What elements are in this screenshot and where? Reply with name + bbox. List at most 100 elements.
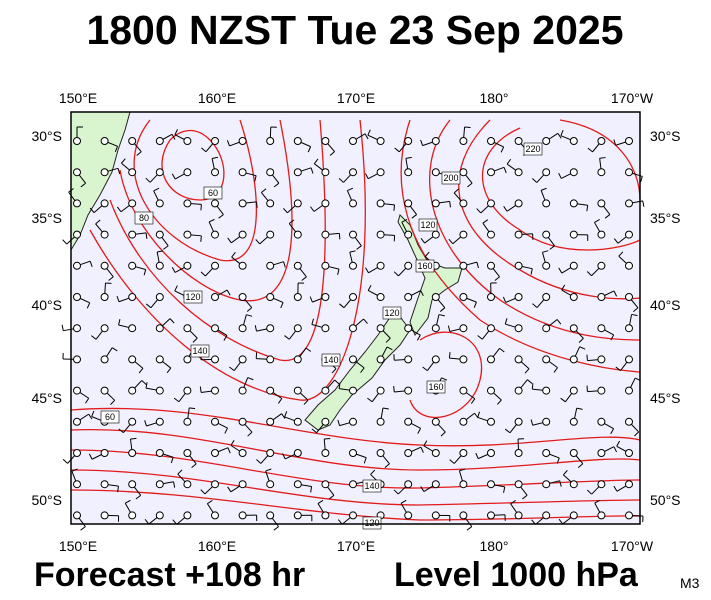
- wind-barb-feather: [111, 347, 118, 352]
- wind-barb-feather: [364, 173, 369, 179]
- station: [597, 355, 606, 364]
- station: [211, 355, 219, 364]
- contour-label: 220: [525, 144, 540, 154]
- lat-label-left: 35°S: [31, 210, 62, 226]
- wind-barb-feather: [317, 499, 324, 504]
- station: [431, 324, 440, 333]
- station: [404, 324, 413, 333]
- wind-barb-feather: [556, 319, 562, 325]
- wind-barb-feather: [177, 469, 183, 475]
- station: [321, 230, 330, 239]
- station: [459, 168, 468, 177]
- station: [211, 386, 219, 395]
- contour-label: 140: [192, 346, 207, 356]
- station: [155, 386, 164, 395]
- wind-barb-feather: [227, 237, 232, 244]
- wind-barb-feather: [247, 431, 253, 437]
- station: [238, 137, 247, 145]
- wind-barb-feather: [423, 440, 428, 447]
- contour-label-box: [321, 353, 341, 367]
- station: [487, 293, 495, 301]
- station: [238, 511, 247, 520]
- wind-barb-feather: [338, 382, 341, 389]
- contour-label: 60: [208, 188, 218, 198]
- contour-label-box: [190, 344, 210, 358]
- station: [459, 137, 468, 145]
- station: [183, 137, 192, 145]
- wind-barb-feather: [88, 413, 93, 420]
- station: [73, 293, 81, 301]
- wind-barb-feather: [334, 379, 340, 385]
- wind-barb-feather: [441, 377, 448, 381]
- station: [73, 261, 81, 270]
- station: [487, 480, 495, 489]
- wind-barb-feather: [282, 453, 286, 460]
- wind-barb-feather: [558, 267, 563, 274]
- station: [487, 137, 495, 145]
- wind-barb-feather: [145, 303, 152, 309]
- wind-barb-feather: [604, 214, 611, 219]
- station: [128, 293, 137, 301]
- wind-barb-feather: [246, 307, 253, 312]
- station: [514, 511, 523, 520]
- contour-label: 200: [443, 173, 458, 183]
- station: [431, 137, 440, 145]
- wind-barb-feather: [420, 237, 426, 244]
- station: [514, 386, 523, 395]
- wind-barb-feather: [540, 187, 547, 191]
- station: [569, 449, 578, 457]
- wind-barb-feather: [532, 178, 538, 183]
- wind-barb-feather: [200, 489, 206, 495]
- station: [376, 137, 385, 145]
- wind-barb-feather: [504, 428, 511, 434]
- wind-barb-feather: [189, 407, 196, 410]
- wind-barb-feather: [95, 219, 101, 225]
- wind-barb-feather: [143, 269, 147, 276]
- wind-barb-feather: [401, 218, 408, 223]
- wind-barb-feather: [261, 188, 267, 193]
- title: 1800 NZST Tue 23 Sep 2025: [86, 7, 623, 53]
- station: [73, 137, 81, 145]
- station: [404, 355, 413, 364]
- station: [321, 168, 330, 177]
- lon-label-top: 180°: [480, 90, 509, 106]
- wind-barb-feather: [307, 146, 312, 153]
- station: [542, 480, 551, 489]
- wind-barb-feather: [530, 268, 533, 275]
- station: [459, 386, 468, 395]
- lon-label-top: 170°E: [337, 90, 375, 106]
- station: [542, 230, 551, 239]
- station: [293, 417, 302, 426]
- station: [376, 386, 385, 395]
- wind-barb-feather: [448, 352, 451, 359]
- wind-barb-feather: [510, 500, 516, 505]
- wind-barb-feather: [476, 262, 479, 269]
- wind-barb-feather: [594, 499, 601, 504]
- wind-barb-feather: [89, 261, 93, 268]
- station: [155, 230, 164, 239]
- wind-barb-feather: [615, 366, 621, 371]
- station: [321, 480, 330, 489]
- station: [431, 230, 440, 239]
- wind-barb-feather: [558, 518, 564, 525]
- station: [487, 417, 495, 426]
- contour-label: 120: [420, 220, 435, 230]
- lat-label-right: 35°S: [650, 210, 681, 226]
- wind-barb-feather: [280, 302, 284, 309]
- station: [487, 449, 495, 457]
- station: [376, 449, 385, 457]
- wind-barb-feather: [246, 314, 253, 317]
- wind-barb-feather: [616, 440, 621, 447]
- station: [597, 261, 606, 270]
- station: [514, 230, 523, 239]
- australia-land: [70, 111, 131, 252]
- station: [625, 168, 633, 177]
- wind-barb-feather: [618, 251, 624, 257]
- station: [459, 355, 468, 364]
- station: [128, 137, 137, 145]
- wind-barb-feather: [218, 214, 224, 219]
- wind-barb-feather: [192, 337, 198, 343]
- wind-barb-feather: [438, 314, 445, 317]
- wind-barb-feather: [141, 380, 147, 385]
- station: [625, 324, 633, 333]
